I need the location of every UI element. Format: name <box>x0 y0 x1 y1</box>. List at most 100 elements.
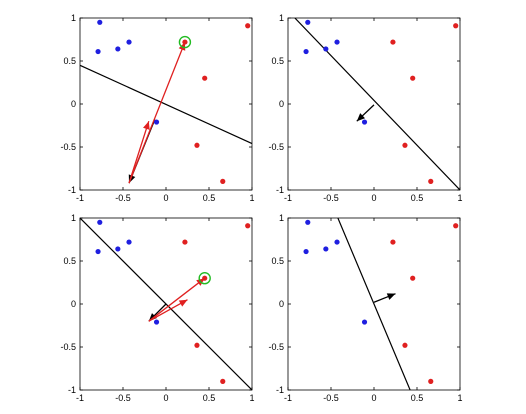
red-data-point <box>410 75 416 81</box>
weight-arrow-1-head <box>356 113 366 122</box>
y-tick-label: -0.5 <box>268 342 284 352</box>
blue-data-point <box>323 46 329 52</box>
x-tick-label: -1 <box>76 393 84 403</box>
panel-1: -1 -0.5 0 0.5 1 -1 -0.5 0 0.5 1 <box>60 13 254 203</box>
blue-data-point <box>97 219 103 225</box>
y-tick-label: 1 <box>71 13 76 23</box>
plot-area <box>294 18 460 190</box>
red-data-point <box>182 39 188 45</box>
weight-arrow-2-head <box>178 299 188 307</box>
x-tick-label: 0 <box>371 193 376 203</box>
x-tick-label: -0.5 <box>323 393 339 403</box>
red-data-point <box>220 178 226 184</box>
decision-boundary-line <box>80 64 252 145</box>
x-tick-label: 0.5 <box>203 193 216 203</box>
x-tick-label: 1 <box>457 193 462 203</box>
x-tick-label: 0.5 <box>411 193 424 203</box>
x-tick-label: 1 <box>249 193 254 203</box>
blue-data-point <box>361 119 368 125</box>
highlight-ring <box>198 272 211 285</box>
y-tick-label: 1 <box>71 213 76 223</box>
blue-data-point <box>153 119 160 125</box>
blue-data-point <box>126 39 132 45</box>
blue-data-point <box>97 19 103 25</box>
red-data-point <box>453 23 459 29</box>
weight-arrow-3-shaft <box>128 41 186 184</box>
red-data-point <box>402 142 408 148</box>
decision-boundary-line <box>294 18 460 190</box>
x-tick-label: -0.5 <box>323 193 339 203</box>
red-data-point <box>220 378 226 384</box>
y-tick-label: 0 <box>279 299 284 309</box>
weight-arrow-3-shaft <box>148 277 206 322</box>
highlight-ring <box>178 35 192 49</box>
y-tick-label: -1 <box>276 185 284 195</box>
red-data-point <box>182 239 188 245</box>
blue-data-point <box>95 248 101 255</box>
weight-arrow-1-head <box>386 293 396 300</box>
blue-data-point <box>323 246 329 252</box>
x-tick-label: 1 <box>457 393 462 403</box>
red-data-point <box>194 342 200 348</box>
y-tick-label: 1 <box>279 13 284 23</box>
weight-arrow-2-head <box>143 121 150 130</box>
x-tick-label: 0.5 <box>203 393 216 403</box>
y-tick-label: -0.5 <box>60 142 76 152</box>
red-data-point <box>410 275 416 281</box>
red-data-point <box>194 142 200 148</box>
panel-4: -1 -0.5 0 0.5 1 -1 -0.5 0 0.5 1 <box>268 213 462 403</box>
y-tick-label: 1 <box>279 213 284 223</box>
axes-frame <box>287 17 461 191</box>
red-data-point <box>428 178 434 184</box>
y-tick-label: -1 <box>68 385 76 395</box>
plot-area <box>80 218 252 390</box>
blue-data-point <box>334 39 340 45</box>
x-tick-label: -1 <box>284 393 292 403</box>
red-data-point <box>390 39 396 45</box>
red-data-point <box>245 223 251 229</box>
x-tick-label: 0 <box>163 193 168 203</box>
red-data-point <box>453 223 459 229</box>
blue-data-point <box>303 48 309 55</box>
y-tick-label: 0.5 <box>63 56 76 66</box>
x-tick-label: -1 <box>76 193 84 203</box>
x-tick-label: -0.5 <box>115 393 131 403</box>
x-tick-label: 0.5 <box>411 393 424 403</box>
red-data-point <box>402 342 408 348</box>
blue-data-point <box>95 48 101 55</box>
panel-3: -1 -0.5 0 0.5 1 -1 -0.5 0 0.5 1 <box>60 213 254 403</box>
plot-area <box>303 218 459 390</box>
blue-data-point <box>115 246 121 252</box>
y-tick-label: 0 <box>71 99 76 109</box>
y-tick-label: -0.5 <box>268 142 284 152</box>
weight-arrow-2-shaft <box>128 121 150 184</box>
red-data-point <box>202 275 208 281</box>
y-tick-label: 0 <box>71 299 76 309</box>
x-tick-label: 0 <box>163 393 168 403</box>
red-data-point <box>202 75 208 81</box>
plot-area <box>80 19 252 184</box>
blue-data-point <box>305 19 311 25</box>
blue-data-point <box>153 319 160 325</box>
blue-data-point <box>126 239 132 245</box>
blue-data-point <box>361 319 368 325</box>
y-tick-label: 0.5 <box>271 56 284 66</box>
red-data-point <box>390 239 396 245</box>
y-tick-label: 0.5 <box>63 256 76 266</box>
y-tick-label: -0.5 <box>60 342 76 352</box>
y-tick-label: 0.5 <box>271 256 284 266</box>
y-tick-label: -1 <box>68 185 76 195</box>
red-data-point <box>428 378 434 384</box>
decision-boundary-line <box>337 218 411 390</box>
blue-data-point <box>303 248 309 255</box>
x-tick-label: 0 <box>371 393 376 403</box>
y-tick-label: 0 <box>279 99 284 109</box>
blue-data-point <box>334 239 340 245</box>
blue-data-point <box>305 219 311 225</box>
x-tick-label: -0.5 <box>115 193 131 203</box>
y-tick-label: -1 <box>276 385 284 395</box>
blue-data-point <box>115 46 121 52</box>
x-tick-label: -1 <box>284 193 292 203</box>
x-tick-label: 1 <box>249 393 254 403</box>
